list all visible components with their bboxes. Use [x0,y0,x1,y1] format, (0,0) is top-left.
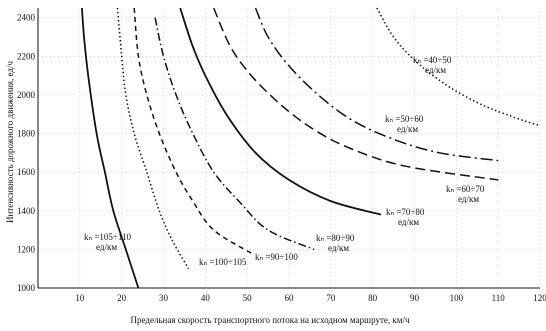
y-tick-label: 2000 [17,90,36,100]
series-line-4 [154,17,315,251]
series-line-8 [376,7,541,127]
series-label-6: kₙ =60÷70 [446,184,485,194]
y-axis-title: Интенсивность дорожного движения, ед/ч [5,61,15,224]
series-label-5: kₙ =70÷80 [386,207,425,217]
x-tick-label: 100 [450,293,464,303]
ticks: 10 20 30 40 50 60 70 80 90 100 110 120 1000 1200 1400 1… [17,13,546,303]
x-tick-label: 20 [117,293,127,303]
series-line-2 [116,7,190,270]
series-label-7: kₙ =50÷60 [385,114,424,124]
x-tick-label: 70 [326,293,336,303]
series-label-8: kₙ =40÷50 [413,55,452,65]
series-label-1: kₙ =105÷110 [84,232,132,242]
x-axis-title: Предельная скорость транспортного потока… [131,315,410,325]
series-label-8: ед/км [425,65,446,75]
series-label-4: kₙ =80÷90 [316,233,355,243]
series-label-1: ед/км [96,242,117,252]
series-line-3 [133,7,252,254]
x-tick-label: 90 [410,293,420,303]
series-line-5 [179,7,382,216]
series-line-1 [81,7,140,289]
y-tick-label: 1800 [17,129,36,139]
x-tick-label: 80 [368,293,378,303]
x-tick-label: 60 [285,293,295,303]
x-tick-label: 40 [201,293,211,303]
y-tick-label: 1400 [17,206,36,216]
series-label-3: kₙ =90÷100 [255,252,298,262]
grid [38,8,541,289]
series-label-4: ед/км [328,243,349,253]
x-tick-label: 30 [159,293,169,303]
series-line-6 [213,7,499,181]
x-tick-label: 110 [492,293,506,303]
y-tick-label: 1600 [17,167,36,177]
series-label-6: ед/км [458,194,479,204]
axes [37,8,540,289]
y-tick-label: 1200 [17,244,36,254]
series-line-7 [254,7,499,162]
y-tick-label: 2200 [17,51,36,61]
x-tick-label: 10 [75,293,85,303]
y-tick-label: 2400 [17,13,36,23]
series-label-5: ед/км [398,217,419,227]
curves [81,7,541,289]
series-label-7: ед/км [397,124,418,134]
x-tick-label: 50 [243,293,253,303]
y-tick-label: 1000 [17,283,36,293]
series-label-2: kₙ =100÷105 [199,257,247,267]
x-tick-label: 120 [533,293,546,303]
